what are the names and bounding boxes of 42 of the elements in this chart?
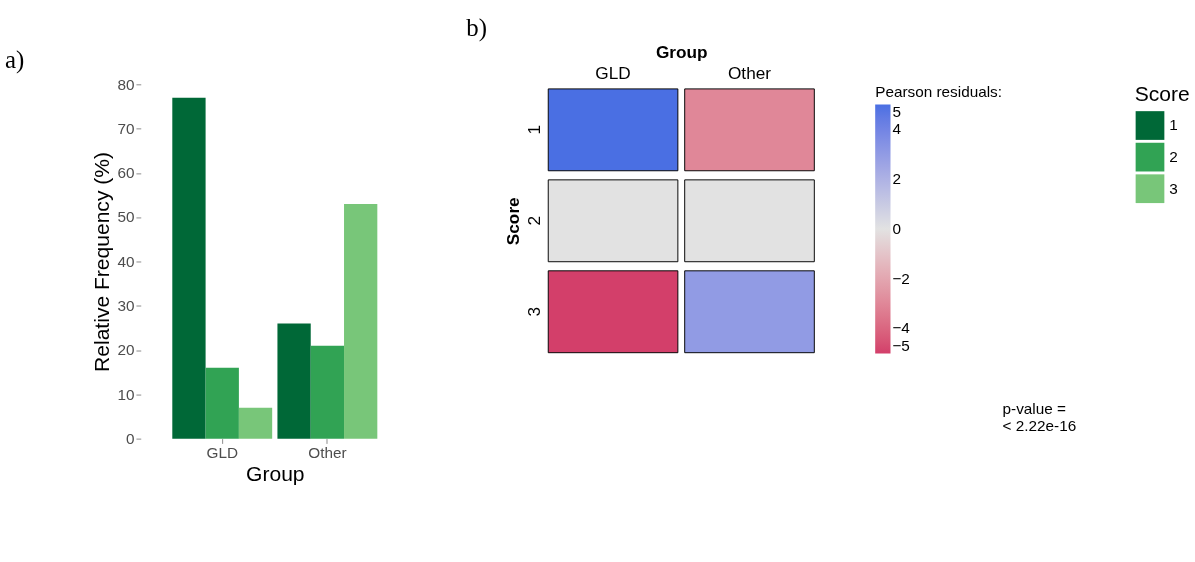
bar [238,407,273,439]
legend-label: 3 [1169,179,1178,197]
y-tick-label: 2 [523,216,544,226]
y-tick-label: 30 [117,297,135,315]
legend-label: 1 [1169,116,1178,134]
y-tick-label: 3 [523,306,544,317]
y-axis-title: Score [502,197,523,246]
x-tick-label: Other [308,444,347,462]
x-tick-label: GLD [206,444,238,462]
y-tick-label: 80 [117,75,135,93]
bar [310,345,345,439]
chart-title: a) [4,46,25,75]
legend-label: 2 [1169,147,1178,165]
x-axis-title: Group [246,462,305,486]
text: p-value = [1002,399,1067,417]
y-tick-label: 1 [523,125,544,135]
bar [205,367,239,439]
x-tick-label: Other [727,63,772,84]
chart-title: b) [466,13,488,42]
bar [277,323,311,439]
text: < 2.22e-16 [1002,416,1077,434]
color-bar-label: 2 [892,169,901,187]
y-tick-label: 70 [117,119,135,137]
y-tick-label: 10 [117,385,135,403]
y-tick-label: 60 [117,164,135,182]
legend-title: Score [1134,81,1190,105]
color-bar-label: 4 [892,120,902,138]
x-axis-title: Group [655,42,708,63]
y-tick-label: 20 [117,341,135,359]
color-bar-label: −4 [892,319,911,337]
y-tick-label: 0 [126,429,135,447]
y-axis-title: Relative Frequency (%) [89,152,113,372]
bar [344,203,378,439]
color-bar-label: −2 [892,269,910,287]
color-bar-label: 5 [892,102,901,120]
color-bar-label: −5 [892,336,910,354]
color-bar-label: 0 [892,219,901,237]
y-tick-label: 50 [117,208,135,226]
color-bar-title: Pearson residuals: [875,82,1003,100]
x-tick-label: GLD [595,63,631,84]
bar [172,97,206,439]
y-tick-label: 40 [117,252,135,270]
